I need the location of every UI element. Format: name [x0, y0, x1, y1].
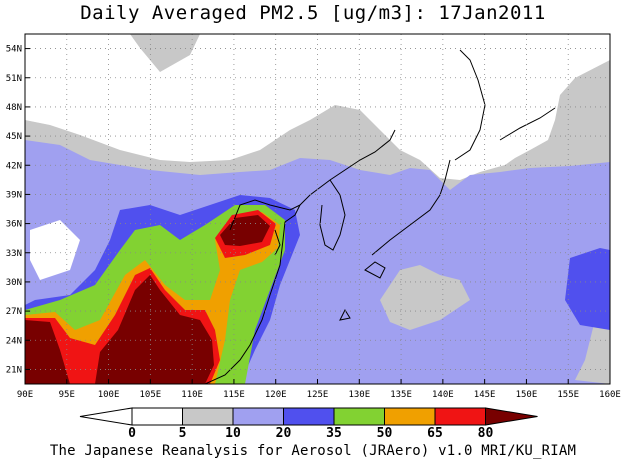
colorbar-label: 50	[377, 426, 393, 441]
lon-tick-label: 145E	[474, 390, 496, 400]
lon-tick-label: 90E	[17, 390, 33, 400]
colorbar-label: 0	[128, 426, 136, 441]
latitude-axis: 54N 51N 48N 45N 42N 39N 36N 33N 30N 27N 24N 21N	[6, 45, 30, 375]
colorbar-label: 80	[478, 426, 494, 441]
lon-tick-label: 140E	[432, 390, 454, 400]
lon-tick-label: 150E	[516, 390, 538, 400]
credit-line: The Japanese Reanalysis for Aerosol (JRA…	[49, 443, 577, 459]
lon-tick-label: 100E	[98, 390, 120, 400]
lat-tick-label: 54N	[6, 45, 22, 55]
lon-tick-label: 125E	[307, 390, 329, 400]
lon-tick-label: 110E	[181, 390, 203, 400]
lat-tick-label: 24N	[6, 336, 22, 346]
gray-patch-mid	[380, 265, 470, 330]
lon-tick-label: 135E	[390, 390, 412, 400]
lat-lon-grid	[25, 34, 610, 384]
colorbar-segment	[434, 407, 486, 426]
colorbar-label: 65	[427, 426, 443, 441]
lat-tick-label: 30N	[6, 278, 22, 288]
band-20-35-east	[565, 248, 610, 330]
lat-tick-label: 51N	[6, 74, 22, 84]
colorbar-label: 20	[276, 426, 292, 441]
lon-tick-label: 155E	[557, 390, 579, 400]
clean-region-north	[25, 34, 610, 180]
lat-tick-label: 27N	[6, 307, 22, 317]
lon-tick-label: 130E	[348, 390, 370, 400]
longitude-axis: 90E 95E 100E 105E 110E 115E 120E 125E 130E 135E 14…	[17, 379, 621, 400]
colorbar-label: 10	[225, 426, 241, 441]
colorbar-segment	[131, 407, 183, 426]
lat-tick-label: 39N	[6, 190, 22, 200]
colorbar-segment	[283, 407, 335, 426]
colorbar-segment	[485, 407, 538, 426]
white-patch-west	[30, 220, 80, 280]
lat-tick-label: 42N	[6, 161, 22, 171]
colorbar-segment	[333, 407, 385, 426]
lon-tick-label: 115E	[223, 390, 245, 400]
lat-tick-label: 33N	[6, 249, 22, 259]
colorbar-label: 5	[179, 426, 187, 441]
band-80-plus	[25, 320, 70, 384]
lat-tick-label: 45N	[6, 132, 22, 142]
colorbar-segment	[182, 407, 234, 426]
colorbar-legend: 0 5 10 20 35 50 65 80	[79, 407, 538, 441]
colorbar-label: 35	[326, 426, 342, 441]
lat-tick-label: 48N	[6, 103, 22, 113]
lon-tick-label: 160E	[599, 390, 621, 400]
lat-tick-label: 21N	[6, 365, 22, 375]
lat-tick-label: 36N	[6, 220, 22, 230]
map-title: Daily Averaged PM2.5 [ug/m3]: 17Jan2011	[80, 2, 546, 24]
concentration-field	[25, 34, 610, 384]
colorbar-segment	[384, 407, 436, 426]
band-80-plus-south	[95, 275, 214, 384]
lon-tick-label: 120E	[265, 390, 287, 400]
colorbar-segment	[232, 407, 284, 426]
lon-tick-label: 105E	[140, 390, 162, 400]
colorbar-segment	[79, 407, 133, 426]
lon-tick-label: 95E	[59, 390, 75, 400]
clean-region-russia-gray	[130, 34, 200, 72]
